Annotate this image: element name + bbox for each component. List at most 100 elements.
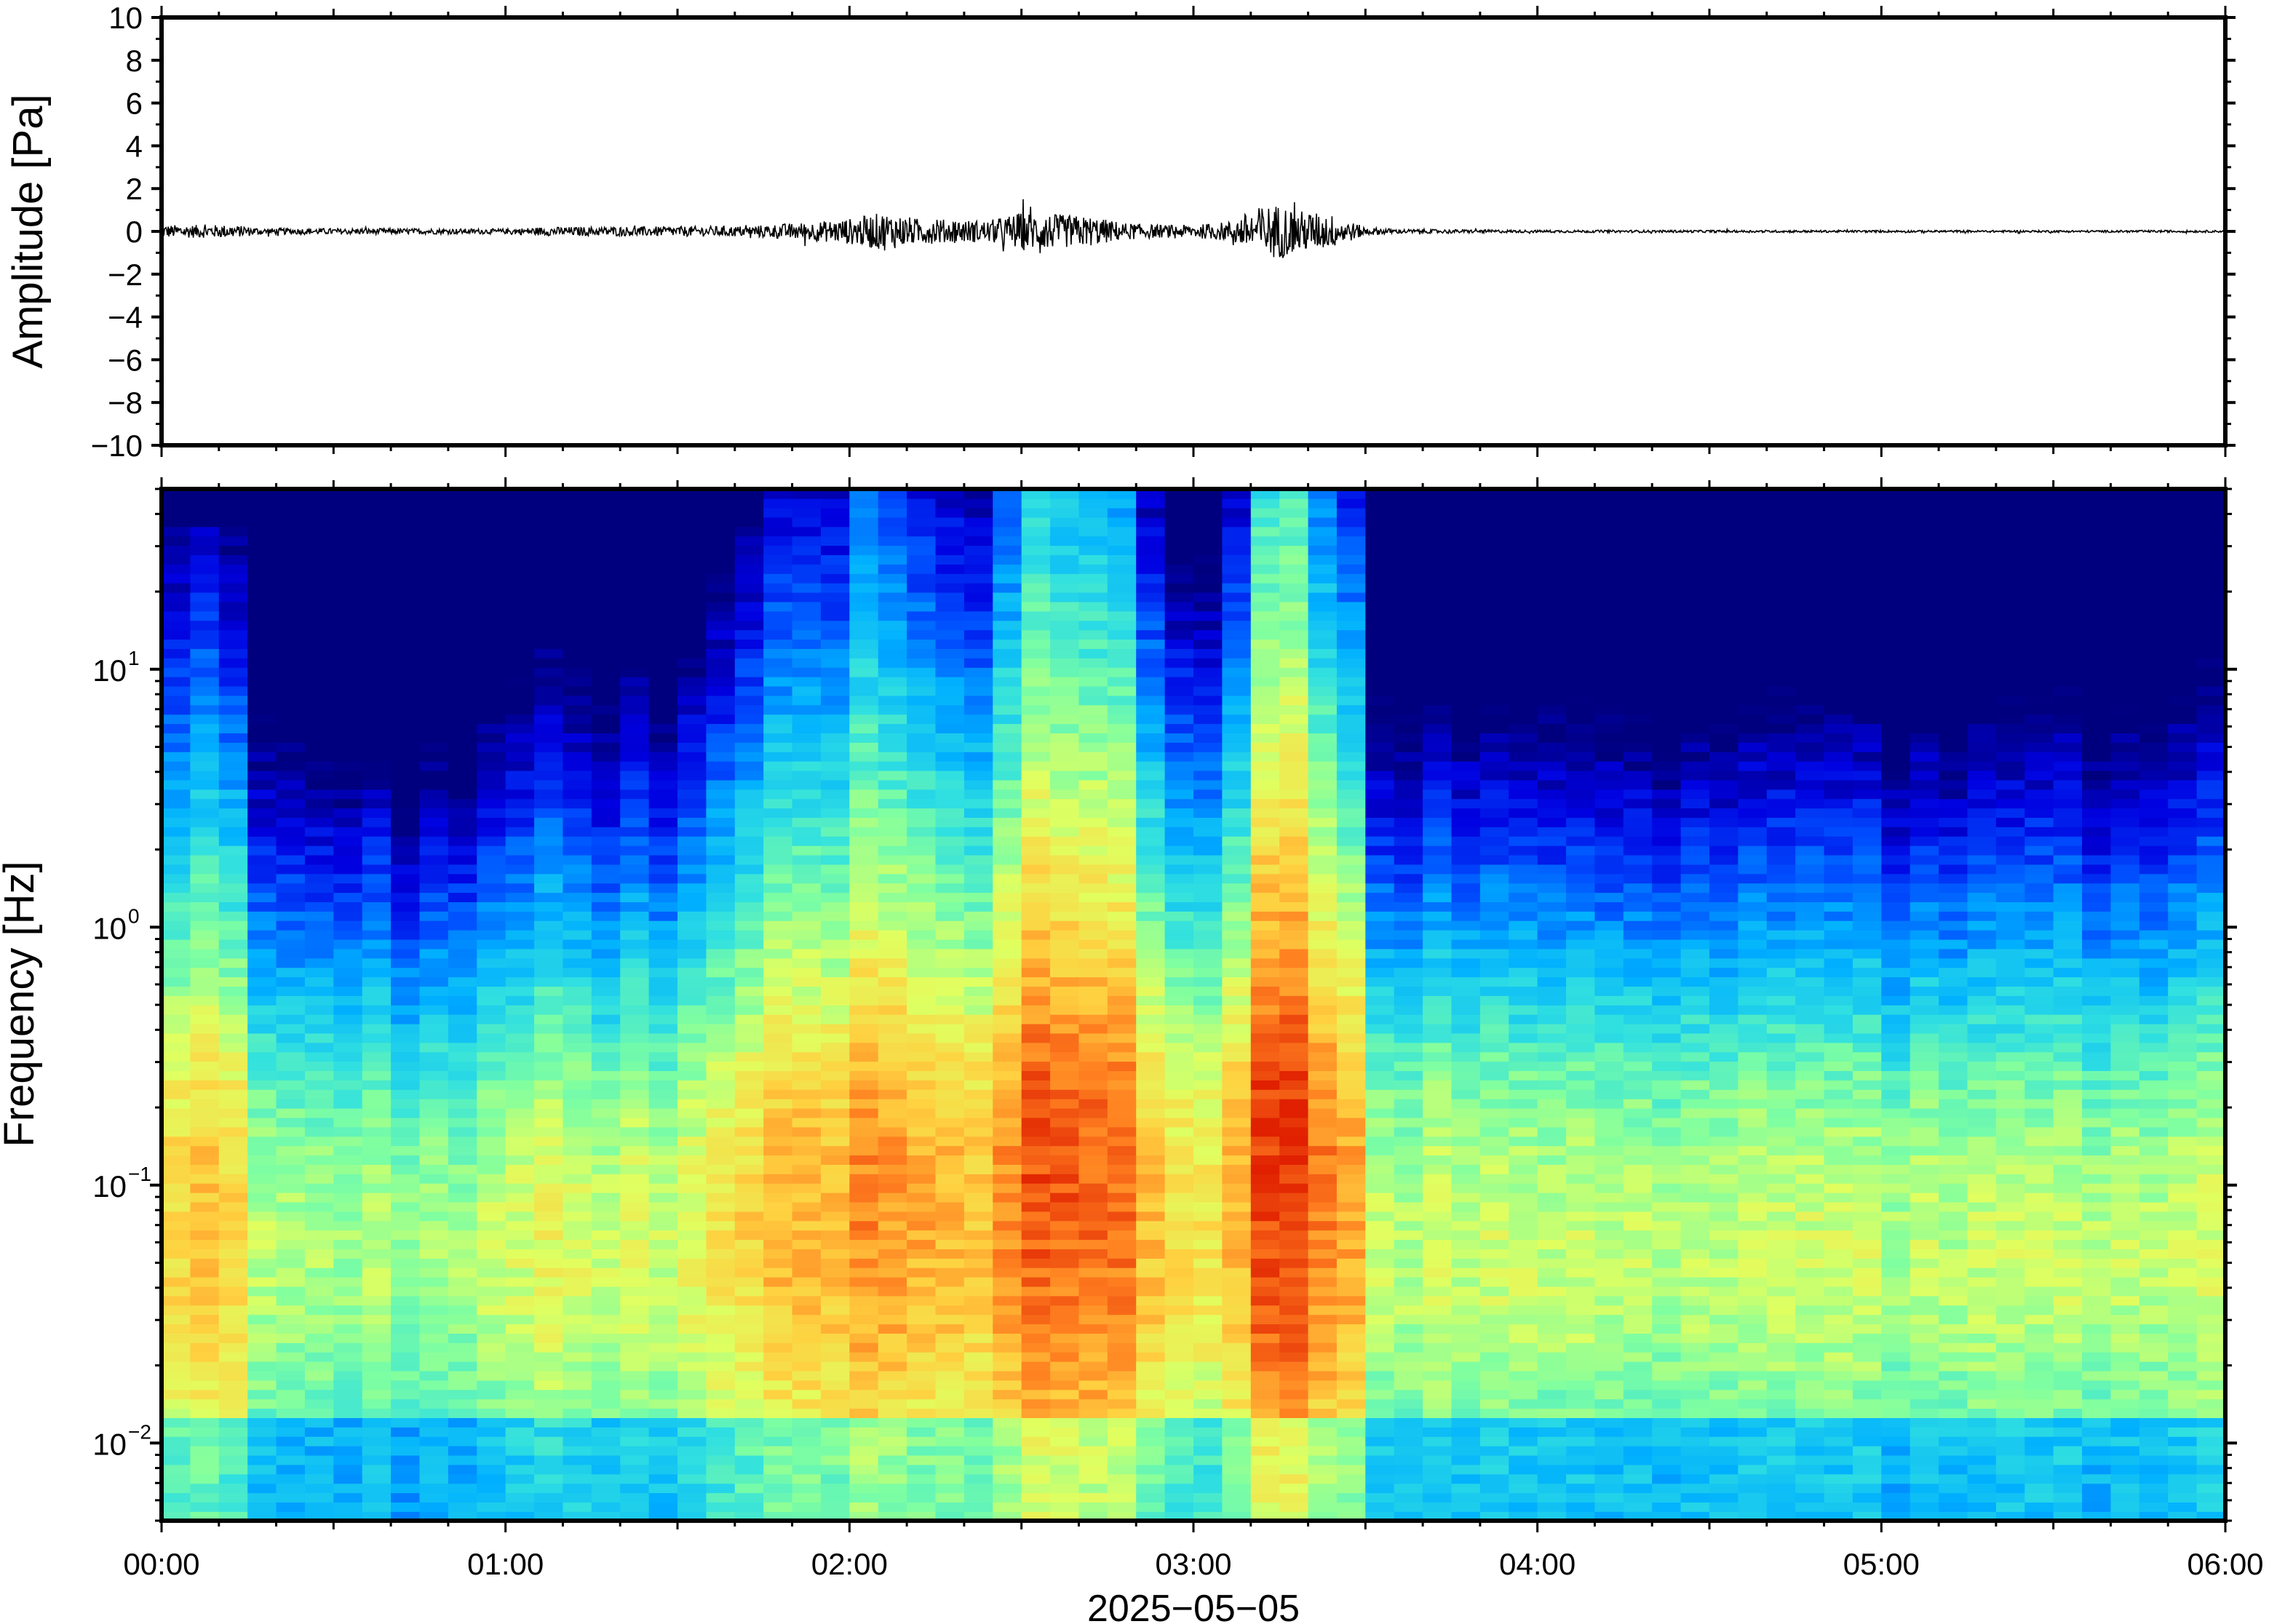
spectrogram-cell: [1193, 770, 1223, 781]
spectrogram-cell: [1336, 845, 1367, 856]
spectrogram-cell: [362, 751, 392, 762]
spectrogram-cell: [477, 639, 506, 649]
spectrogram-cell: [505, 592, 535, 602]
spectrogram-cell: [907, 620, 937, 631]
spectrogram-cell: [333, 779, 363, 790]
spectrogram-cell: [820, 948, 851, 959]
spectrogram-cell: [1222, 798, 1252, 809]
spectrogram-cell: [391, 808, 421, 818]
spectrogram-cell: [1451, 1314, 1481, 1325]
spectrogram-cell: [849, 1276, 879, 1287]
spectrogram-cell: [247, 864, 277, 875]
spectrogram-cell: [563, 1192, 592, 1203]
spectrogram-cell: [218, 704, 248, 715]
spectrogram-cell: [1423, 760, 1453, 771]
spectrogram-cell: [448, 1080, 478, 1090]
spectrogram-cell: [1107, 1389, 1137, 1400]
spectrogram-cell: [162, 582, 191, 593]
spectrogram-cell: [162, 564, 191, 574]
spectrogram-cell: [162, 1089, 191, 1099]
spectrogram-cell: [362, 1370, 392, 1381]
spectrogram-cell: [1279, 582, 1309, 593]
spectrogram-cell: [1394, 1145, 1423, 1156]
spectrogram-cell: [1078, 1070, 1108, 1080]
spectrogram-cell: [1136, 489, 1166, 499]
spectrogram-cell: [563, 1398, 592, 1409]
spectrogram-cell: [763, 1473, 793, 1484]
spectrogram-cell: [391, 920, 421, 931]
spectrogram-cell: [190, 779, 220, 790]
spectrogram-cell: [1279, 1032, 1309, 1043]
spectrogram-cell: [648, 704, 678, 715]
spectrogram-cell: [820, 967, 851, 978]
spectrogram-cell: [1222, 1408, 1252, 1418]
spectrogram-cell: [677, 573, 707, 584]
spectrogram-cell: [963, 1192, 994, 1203]
spectrogram-cell: [505, 1089, 535, 1099]
spectrogram-cell: [1107, 1427, 1137, 1437]
spectrogram-cell: [276, 1427, 306, 1437]
spectrogram-cell: [907, 835, 937, 846]
spectrogram-cell: [878, 610, 907, 621]
spectrogram-cell: [734, 1417, 764, 1428]
spectrogram-cell: [190, 489, 220, 499]
spectrogram-cell: [1250, 1126, 1280, 1137]
spectrogram-cell: [247, 610, 277, 621]
spectrogram-cell: [1279, 489, 1309, 499]
spectrogram-cell: [304, 620, 335, 631]
spectrogram-cell: [1078, 854, 1108, 865]
spectrogram-cell: [935, 1239, 965, 1249]
spectrogram-cell: [1308, 958, 1338, 968]
spectrogram-cell: [878, 1295, 907, 1306]
spectrogram-cell: [1164, 676, 1194, 687]
spectrogram-cell: [734, 1351, 764, 1362]
spectrogram-cell: [563, 892, 592, 902]
spectrogram-cell: [1250, 1220, 1280, 1231]
spectrogram-cell: [477, 939, 506, 950]
spectrogram-cell: [763, 714, 793, 725]
spectrogram-cell: [935, 1408, 965, 1418]
spectrogram-cell: [534, 929, 564, 940]
spectrogram-cell: [218, 601, 248, 612]
spectrogram-cell: [763, 1239, 793, 1249]
spectrogram-cell: [1222, 1211, 1252, 1222]
spectrogram-cell: [391, 958, 421, 968]
spectrogram-cell: [591, 1389, 621, 1400]
spectrogram-cell: [1164, 554, 1194, 565]
spectrogram-cell: [1279, 1230, 1309, 1241]
spectrogram-cell: [1250, 779, 1280, 790]
spectrogram-cell: [1021, 864, 1051, 875]
spectrogram-cell: [218, 1211, 248, 1222]
spectrogram-cell: [792, 1042, 822, 1053]
spectrogram-cell: [1365, 1089, 1395, 1099]
spectrogram-cell: [706, 723, 736, 733]
spectrogram-cell: [1423, 1126, 1453, 1137]
spectrogram-cell: [333, 1492, 363, 1503]
spectrogram-cell: [591, 1398, 621, 1409]
spectrogram-cell: [333, 1267, 363, 1278]
spectrogram-cell: [1423, 1051, 1453, 1062]
spectrogram-cell: [820, 1286, 851, 1297]
spectrogram-cell: [1394, 1436, 1423, 1446]
spectrogram-cell: [333, 489, 363, 499]
spectrogram-cell: [763, 835, 793, 846]
spectrogram-cell: [734, 1042, 764, 1053]
spectrogram-cell: [1222, 1295, 1252, 1306]
spectrogram-cell: [304, 629, 335, 640]
spectrogram-cell: [1164, 1182, 1194, 1193]
spectrogram-cell: [563, 1427, 592, 1437]
spectrogram-cell: [935, 545, 965, 556]
spectrogram-cell: [1423, 827, 1453, 837]
spectrogram-cell: [477, 1182, 506, 1193]
spectrogram-cell: [391, 939, 421, 950]
spectrogram-cell: [477, 1408, 506, 1418]
spectrogram-cell: [1394, 808, 1423, 818]
spectrogram-cell: [792, 1155, 822, 1165]
spectrogram-cell: [505, 1014, 535, 1024]
spectrogram-cell: [1394, 1314, 1423, 1325]
spectrogram-cell: [907, 1370, 937, 1381]
spectrogram-cell: [218, 1070, 248, 1080]
spectrogram-cell: [162, 1070, 191, 1080]
spectrogram-cell: [1222, 1061, 1252, 1072]
spectrogram-cell: [1394, 1042, 1423, 1053]
